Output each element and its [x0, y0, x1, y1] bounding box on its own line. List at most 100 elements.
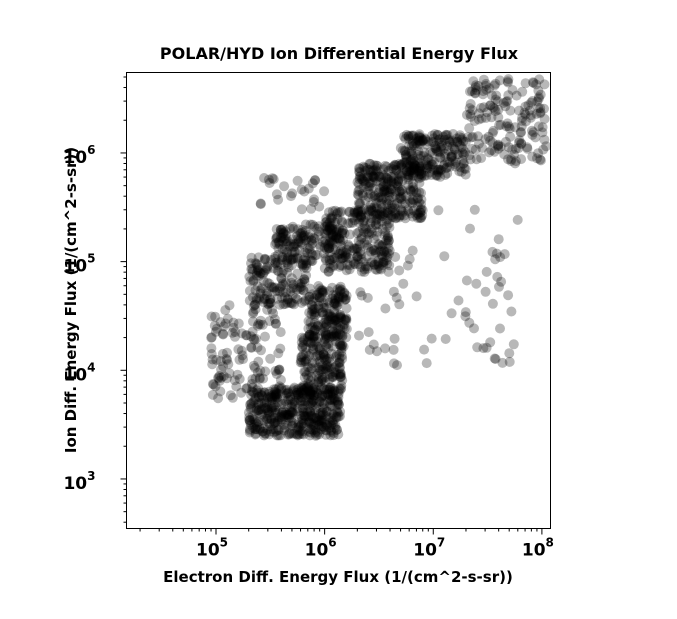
data-point [251, 259, 262, 270]
data-point [381, 247, 392, 258]
data-point [334, 362, 345, 373]
data-point [286, 283, 297, 294]
data-point [307, 411, 318, 422]
data-point [262, 277, 273, 288]
data-point [380, 230, 391, 241]
data-point [305, 398, 316, 409]
data-point [298, 407, 309, 418]
data-point [337, 227, 348, 238]
data-point [286, 407, 297, 418]
data-point [256, 345, 266, 356]
data-point [289, 241, 300, 252]
data-point [333, 408, 343, 418]
data-point [458, 143, 468, 154]
data-point [245, 399, 255, 410]
data-point [470, 80, 481, 91]
data-point [341, 323, 352, 334]
data-point [341, 313, 352, 324]
data-point [299, 276, 310, 287]
data-point [383, 266, 394, 277]
data-point [247, 411, 258, 422]
data-point [467, 86, 477, 97]
data-point [404, 166, 415, 177]
data-point [324, 374, 335, 385]
data-point [284, 413, 294, 423]
data-point [306, 418, 317, 429]
data-point [275, 343, 286, 354]
data-point [275, 283, 285, 294]
data-point [266, 281, 277, 292]
data-point [292, 430, 303, 441]
data-point [284, 405, 295, 416]
data-point [414, 169, 425, 180]
data-point [321, 341, 332, 352]
data-point [283, 409, 294, 420]
data-point [309, 325, 320, 336]
data-point [343, 253, 354, 264]
data-point [311, 370, 322, 381]
data-point [366, 223, 377, 234]
data-point [236, 387, 247, 398]
data-point [532, 96, 543, 107]
data-point [379, 184, 390, 195]
data-point [314, 292, 325, 303]
data-point [271, 430, 282, 441]
data-point [373, 193, 384, 204]
data-point [520, 116, 531, 127]
data-point [314, 396, 325, 407]
data-point [244, 285, 255, 296]
data-point [364, 177, 375, 188]
data-point [462, 109, 472, 120]
data-point [473, 81, 484, 91]
data-point [299, 382, 309, 392]
data-point [354, 184, 365, 195]
data-point [269, 389, 279, 400]
data-point [262, 413, 273, 424]
data-point [376, 250, 387, 260]
data-point [397, 198, 408, 209]
data-point [296, 382, 307, 393]
data-point [357, 223, 368, 234]
data-point [359, 267, 370, 277]
data-point [259, 398, 270, 409]
data-point [427, 130, 438, 141]
data-point [369, 190, 380, 201]
data-point [440, 130, 451, 141]
data-point [280, 277, 291, 288]
data-point [309, 233, 320, 244]
data-point [365, 257, 376, 268]
data-point [480, 134, 491, 145]
data-point [288, 223, 299, 234]
data-point [325, 384, 335, 395]
data-point [465, 111, 476, 122]
data-point [376, 172, 387, 183]
data-point [505, 131, 516, 142]
data-point [494, 75, 505, 86]
data-point [282, 267, 293, 278]
data-point [306, 322, 316, 333]
data-point [252, 387, 263, 398]
data-point [373, 257, 384, 268]
data-point [321, 355, 332, 366]
data-point [248, 308, 258, 319]
data-point [413, 135, 424, 146]
data-point [411, 138, 422, 149]
data-point [210, 381, 221, 392]
data-point [309, 310, 320, 321]
data-point [307, 363, 317, 374]
data-point [321, 411, 332, 422]
data-point [330, 290, 341, 301]
data-point [273, 266, 284, 277]
data-point [299, 186, 310, 197]
data-point [283, 388, 294, 399]
data-point [325, 263, 336, 273]
data-point [417, 134, 428, 145]
data-point [292, 284, 302, 295]
data-point [375, 246, 386, 256]
data-point [275, 224, 286, 235]
data-point [253, 416, 264, 427]
data-point [368, 165, 379, 176]
data-point [394, 158, 405, 169]
data-point [362, 172, 373, 183]
data-point [333, 292, 344, 303]
